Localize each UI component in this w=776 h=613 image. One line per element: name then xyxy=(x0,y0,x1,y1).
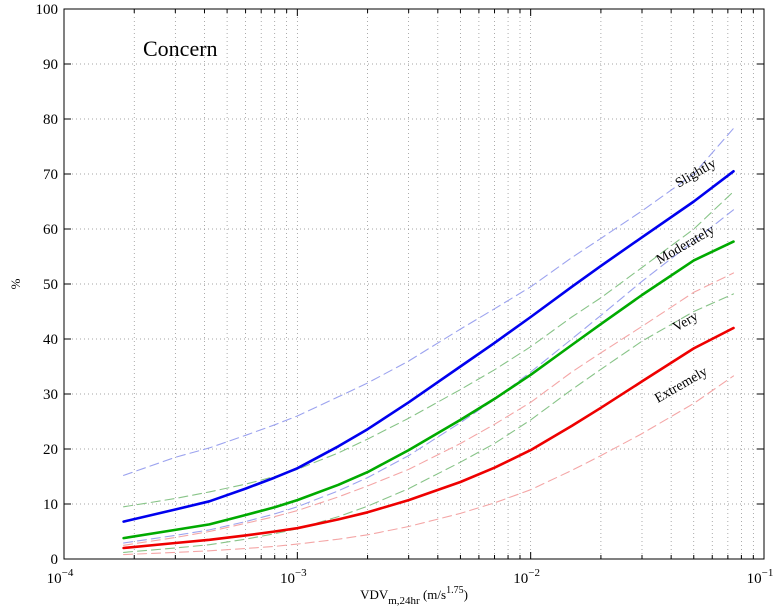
y-tick-label: 0 xyxy=(51,552,59,568)
chart-title: Concern xyxy=(143,36,218,61)
tick-labels: 0 10 20 30 40 50 60 70 80 90 100 10−4 10−3 10−2 10−1 xyxy=(36,2,774,587)
x-axis-label-unit-exp: 1.75 xyxy=(446,585,464,596)
series-line-slightly-upper xyxy=(123,127,735,476)
y-tick-label: 20 xyxy=(43,442,58,458)
x-tick-label: 10−3 xyxy=(280,567,307,587)
x-axis-label: VDVm,24hr (m/s1.75) xyxy=(360,585,468,607)
x-axis-label-unit-close: ) xyxy=(464,587,468,602)
x-axis-label-unit: (m/s xyxy=(420,587,446,602)
series-line-moderately-upper xyxy=(123,191,735,508)
x-tick-label: 10−1 xyxy=(747,567,774,587)
series-line-very xyxy=(122,326,735,550)
series-line-very-upper xyxy=(123,272,735,546)
y-tick-label: 60 xyxy=(43,222,58,238)
y-tick-label: 100 xyxy=(36,2,59,18)
y-tick-label: 50 xyxy=(43,277,58,293)
x-tick-label: 10−2 xyxy=(513,567,540,587)
x-axis-label-base: VDV xyxy=(360,587,389,602)
series-line-slightly xyxy=(122,170,735,523)
series-layer xyxy=(122,127,735,556)
series-line-very-lower xyxy=(123,375,735,556)
series-line-slightly-lower xyxy=(123,209,735,544)
grid xyxy=(64,9,764,559)
y-tick-label: 90 xyxy=(43,57,58,73)
series-line-moderately xyxy=(122,240,735,540)
y-tick-label: 40 xyxy=(43,332,58,348)
ticks xyxy=(64,8,764,560)
x-tick-label: 10−4 xyxy=(47,567,74,587)
y-tick-label: 80 xyxy=(43,112,58,128)
y-tick-label: 30 xyxy=(43,387,58,403)
y-tick-label: 10 xyxy=(43,497,58,513)
y-axis-label: % xyxy=(8,278,23,289)
series-line-moderately-lower xyxy=(123,293,735,553)
y-tick-label: 70 xyxy=(43,167,58,183)
x-axis-label-sub: m,24hr xyxy=(388,595,420,607)
